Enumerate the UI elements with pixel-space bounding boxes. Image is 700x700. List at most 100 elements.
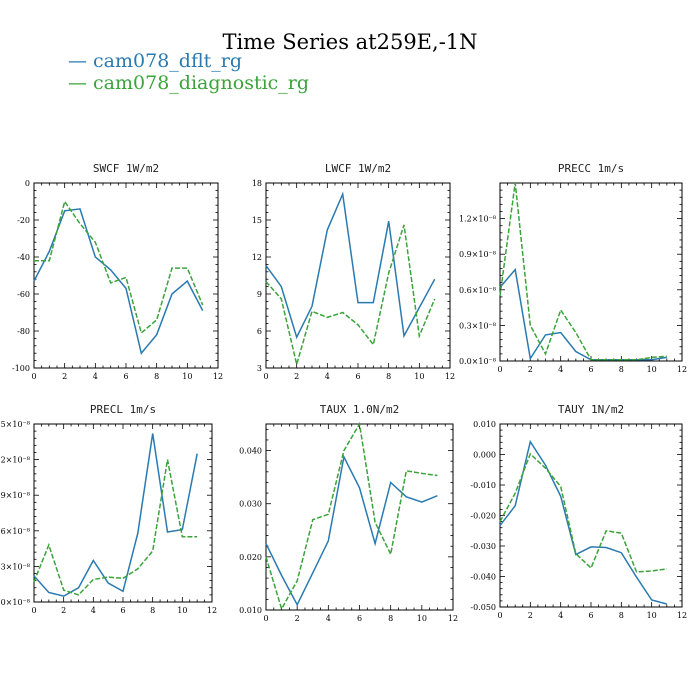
y-tick-label: 6 — [257, 327, 262, 336]
panel-1: LWCF 1W/m2 0 2 4 6 8 10 12 3 6 9 12 15 18 — [252, 162, 455, 381]
x-tick-label: 2 — [294, 372, 299, 381]
y-tick-label: 0.010 — [239, 606, 262, 615]
panel-2: PRECC 1m/s 0 2 4 6 8 10 12 0.0×10⁻⁸ 0.3×10⁻⁸ 0.6×1… — [459, 162, 687, 374]
series-line-dflt — [265, 191, 436, 340]
panel-title: PRECC 1m/s — [558, 162, 624, 175]
panel-title: TAUX 1.0N/m2 — [320, 403, 399, 416]
y-tick-label: 0.9×10⁻⁸ — [0, 491, 30, 500]
x-tick-label: 0 — [263, 372, 268, 381]
x-tick-label: 4 — [558, 611, 563, 620]
x-tick-label: 2 — [528, 611, 533, 620]
x-tick-label: 0 — [497, 611, 502, 620]
x-tick-label: 0 — [31, 372, 36, 381]
x-tick-label: 6 — [120, 606, 125, 615]
x-tick-label: 4 — [558, 365, 563, 374]
x-tick-label: 0 — [497, 365, 502, 374]
y-tick-label: -60 — [17, 290, 30, 299]
y-tick-label: -20 — [17, 216, 30, 225]
y-tick-label: 0.6×10⁻⁸ — [0, 527, 30, 536]
series-line-diagnostic — [499, 182, 667, 361]
x-tick-label: 6 — [123, 372, 128, 381]
y-tick-label: 0.030 — [239, 500, 262, 509]
y-tick-label: 0 — [25, 179, 30, 188]
x-tick-label: 2 — [61, 606, 66, 615]
y-tick-label: 1.2×10⁻⁸ — [459, 215, 496, 224]
x-tick-label: 12 — [207, 606, 217, 615]
panel-0: SWCF 1W/m2 0 2 4 6 8 10 12 -100 -80 -60 -40 -20 0 — [12, 162, 223, 381]
x-tick-label: 10 — [414, 372, 424, 381]
y-tick-label: 1.2×10⁻⁸ — [0, 456, 30, 465]
series-line-dflt — [33, 433, 198, 597]
x-tick-label: 6 — [355, 372, 360, 381]
panel-title: PRECL 1m/s — [90, 403, 156, 416]
panel-title: TAUY 1N/m2 — [558, 403, 624, 416]
x-tick-label: 12 — [448, 614, 458, 623]
series-line-dflt — [265, 454, 438, 607]
x-tick-label: 4 — [93, 372, 98, 381]
x-tick-label: 4 — [325, 372, 330, 381]
x-tick-label: 6 — [588, 611, 593, 620]
y-tick-label: -80 — [17, 327, 30, 336]
plot-frame — [499, 182, 683, 362]
x-tick-label: 10 — [177, 606, 187, 615]
series-line-dflt — [33, 208, 204, 355]
series-line-diagnostic — [265, 224, 436, 368]
y-tick-label: 0.040 — [239, 447, 262, 456]
x-tick-label: 0 — [31, 606, 36, 615]
series-line-diagnostic — [499, 452, 667, 573]
panel-title: SWCF 1W/m2 — [93, 162, 159, 175]
y-tick-label: -0.010 — [470, 481, 496, 490]
plot-frame — [265, 182, 451, 369]
y-tick-label: -0.050 — [470, 603, 496, 612]
x-tick-label: 6 — [588, 365, 593, 374]
x-tick-label: 10 — [647, 611, 657, 620]
y-tick-label: 0.3×10⁻⁸ — [0, 562, 30, 571]
panel-5: TAUY 1N/m2 0 2 4 6 8 10 12 -0.050 -0.040 -0.030 -0.… — [470, 403, 687, 620]
y-tick-label: 9 — [257, 290, 262, 299]
x-tick-label: 12 — [677, 365, 687, 374]
y-tick-label: 0.010 — [473, 420, 496, 429]
x-tick-label: 8 — [150, 606, 155, 615]
x-tick-label: 4 — [326, 614, 331, 623]
x-tick-label: 4 — [91, 606, 96, 615]
y-tick-label: 0.020 — [239, 553, 262, 562]
legend-entry-dflt: — cam078_dflt_rg — [68, 50, 243, 72]
x-tick-label: 2 — [62, 372, 67, 381]
x-tick-label: 8 — [619, 611, 624, 620]
y-tick-label: 0.6×10⁻⁸ — [459, 286, 496, 295]
series-line-diagnostic — [265, 421, 438, 611]
y-tick-label: -0.040 — [470, 573, 496, 582]
x-tick-label: 2 — [528, 365, 533, 374]
series-line-diagnostic — [33, 459, 198, 596]
series-line-diagnostic — [34, 199, 204, 335]
y-tick-label: -0.020 — [470, 512, 496, 521]
x-tick-label: 8 — [386, 372, 391, 381]
y-tick-label: 0.0×10⁻⁸ — [459, 357, 496, 366]
legend-entry-diagnostic: — cam078_diagnostic_rg — [68, 72, 310, 94]
x-tick-label: 12 — [677, 611, 687, 620]
plot-frame — [265, 423, 454, 611]
x-tick-label: 10 — [647, 365, 657, 374]
y-tick-label: 0.3×10⁻⁸ — [459, 321, 496, 330]
x-tick-label: 8 — [388, 614, 393, 623]
y-tick-label: 18 — [252, 179, 262, 188]
y-tick-label: -40 — [17, 253, 30, 262]
y-tick-label: -100 — [12, 364, 30, 373]
panel-4: TAUX 1.0N/m2 0 2 4 6 8 10 12 0.010 0.020 0.030 0.04… — [239, 403, 458, 623]
y-tick-label: 0.0×10⁻⁸ — [0, 598, 30, 607]
x-tick-label: 12 — [445, 372, 455, 381]
x-tick-label: 10 — [182, 372, 192, 381]
y-tick-label: 15 — [252, 216, 262, 225]
y-tick-label: 0.9×10⁻⁸ — [459, 250, 496, 259]
x-tick-label: 8 — [619, 365, 624, 374]
panel-3: PRECL 1m/s 0 2 4 6 8 10 12 0.0×10⁻⁸ 0.3×10⁻⁸ 0.6×1… — [0, 403, 217, 615]
x-tick-label: 12 — [213, 372, 223, 381]
x-tick-label: 8 — [154, 372, 159, 381]
y-tick-label: 3 — [257, 364, 262, 373]
y-tick-label: 1.5×10⁻⁸ — [0, 420, 30, 429]
x-tick-label: 2 — [295, 614, 300, 623]
panel-title: LWCF 1W/m2 — [325, 162, 391, 175]
y-tick-label: 0.000 — [473, 451, 496, 460]
x-tick-label: 10 — [417, 614, 427, 623]
